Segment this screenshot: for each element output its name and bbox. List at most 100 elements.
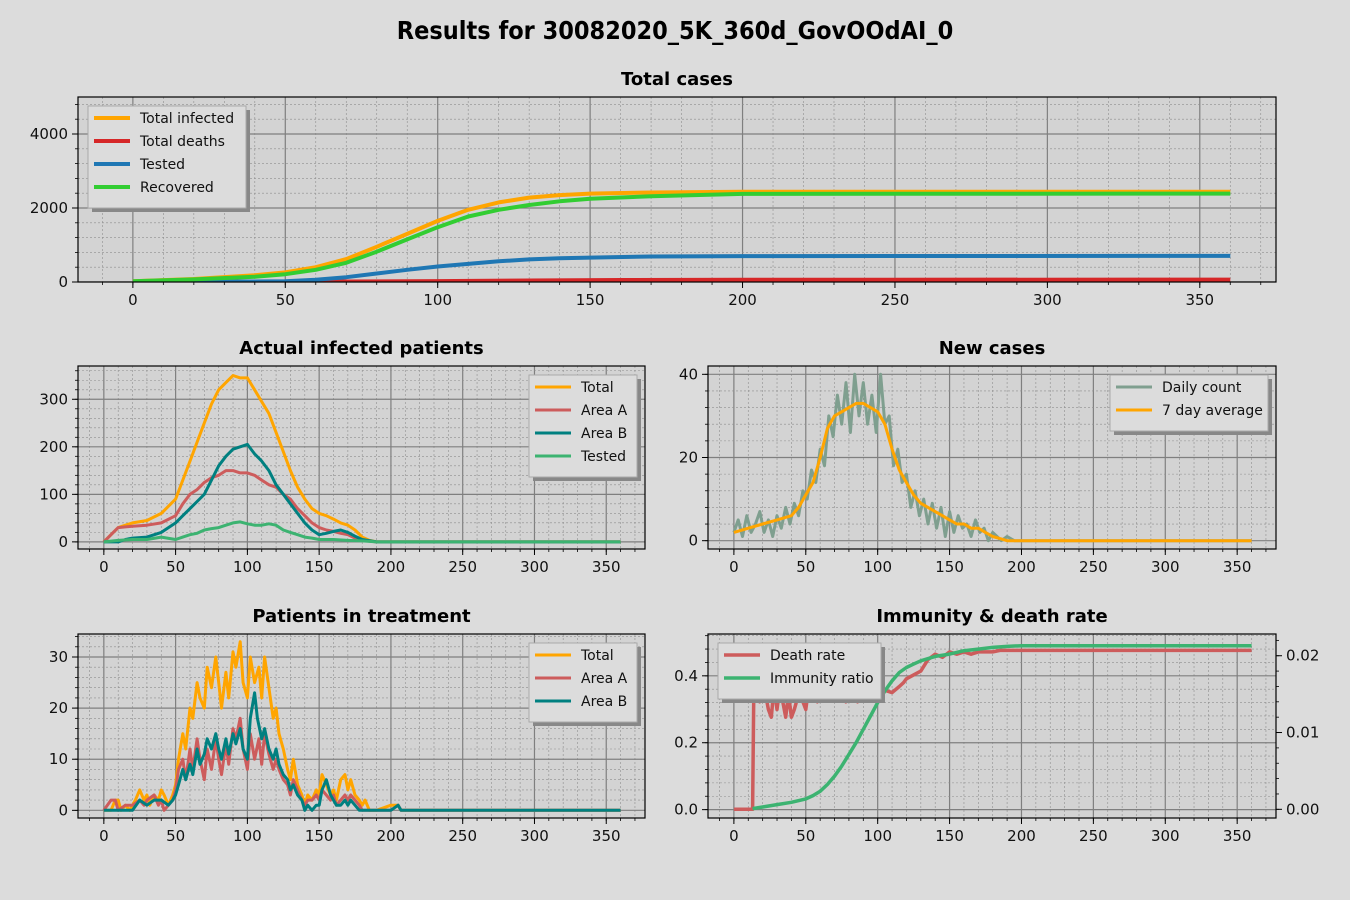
series-line-total xyxy=(102,374,621,544)
axes-frame xyxy=(77,96,1277,283)
legend-label: Total xyxy=(580,380,614,396)
x-tick-label: 100 xyxy=(863,827,892,845)
y-tick-label: 0.4 xyxy=(674,667,698,685)
y-tick-label: 100 xyxy=(39,485,68,503)
x-tick-label: 250 xyxy=(1079,558,1108,576)
chart-new_cases: 0 50 100 150 200 250 300 350 0 20 40 New cases Daily… xyxy=(679,338,1277,576)
x-tick-label: 50 xyxy=(276,291,295,309)
x-tick-label: 250 xyxy=(448,558,477,576)
legend: Total infected Total deaths Tested Recovere… xyxy=(87,105,250,212)
y2-tick-label: 0.02 xyxy=(1286,647,1319,665)
series-line-tested xyxy=(103,520,621,544)
x-tick-label: 150 xyxy=(935,558,964,576)
x-tick-label: 0 xyxy=(128,291,138,309)
x-tick-label: 0 xyxy=(99,558,109,576)
y-tick-label: 30 xyxy=(49,648,68,666)
legend-label: Tested xyxy=(139,157,185,173)
axes-title: New cases xyxy=(939,338,1046,359)
x-tick-label: 250 xyxy=(881,291,910,309)
series-line-recovered xyxy=(132,191,1231,282)
legend-label: Area B xyxy=(581,426,627,442)
chart-immunity_death_rate: 0 50 100 150 200 250 300 350 0.0 0.2 0.4 0.00 0.01 0.… xyxy=(674,606,1319,845)
series-group xyxy=(102,374,621,544)
x-tick-label: 350 xyxy=(592,827,621,845)
x-tick-label: 50 xyxy=(796,558,815,576)
y-tick-label: 40 xyxy=(679,365,698,383)
x-tick-label: 100 xyxy=(423,291,452,309)
x-tick-label: 0 xyxy=(99,827,109,845)
x-tick-label: 350 xyxy=(1223,558,1252,576)
x-tick-label: 150 xyxy=(305,827,334,845)
x-tick-label: 0 xyxy=(729,827,739,845)
legend-label: Total deaths xyxy=(139,134,225,150)
axes-title: Actual infected patients xyxy=(239,338,483,359)
axes-frame xyxy=(707,633,1277,819)
x-tick-label: 100 xyxy=(233,558,262,576)
y-tick-label: 0 xyxy=(58,801,68,819)
y-tick-label: 20 xyxy=(679,449,698,467)
series-group xyxy=(732,372,1252,543)
series-line-7-day-average xyxy=(733,401,1252,543)
legend-label: Area A xyxy=(581,403,628,419)
legend: Death rate Immunity ratio xyxy=(717,642,885,703)
legend-label: Daily count xyxy=(1162,380,1242,396)
axes-title: Patients in treatment xyxy=(252,606,471,627)
x-tick-label: 300 xyxy=(1151,827,1180,845)
x-tick-label: 200 xyxy=(728,291,757,309)
series-line-area-b xyxy=(103,691,621,812)
y-tick-label: 0.0 xyxy=(674,801,698,819)
legend-box xyxy=(87,105,247,209)
legend-label: Area A xyxy=(581,671,628,687)
grid xyxy=(708,634,1276,818)
axes-title: Immunity & death rate xyxy=(876,606,1107,627)
x-tick-label: 100 xyxy=(863,558,892,576)
x-tick-label: 50 xyxy=(166,827,185,845)
axes-frame xyxy=(77,633,646,819)
legend-label: Death rate xyxy=(770,648,845,664)
legend-box xyxy=(717,642,882,700)
legend-label: 7 day average xyxy=(1162,403,1263,419)
legend: Total Area A Area B Tested xyxy=(528,374,641,481)
x-tick-label: 150 xyxy=(935,827,964,845)
legend-label: Total xyxy=(580,648,614,664)
chart-total_cases: 0 50 100 150 200 250 300 350 0 2000 4000 Total case… xyxy=(30,69,1277,309)
x-tick-label: 100 xyxy=(233,827,262,845)
legend: Daily count 7 day average xyxy=(1109,374,1272,435)
y2-tick-label: 0.00 xyxy=(1286,800,1319,818)
y-tick-label: 0 xyxy=(58,273,68,291)
x-tick-label: 200 xyxy=(1007,827,1036,845)
legend-label: Tested xyxy=(580,449,626,465)
y-tick-label: 300 xyxy=(39,390,68,408)
y-tick-label: 20 xyxy=(49,699,68,717)
chart-patients_in_treatment: 0 50 100 150 200 250 300 350 0 10 20 30 Patients in … xyxy=(49,606,646,845)
legend-box xyxy=(1109,374,1269,432)
series-line-area-b xyxy=(103,442,621,544)
legend-label: Recovered xyxy=(140,180,214,196)
y-tick-label: 0 xyxy=(58,533,68,551)
y-tick-label: 0.2 xyxy=(674,734,698,752)
x-tick-label: 250 xyxy=(448,827,477,845)
series-line-tested xyxy=(132,253,1231,282)
axes-frame xyxy=(77,365,646,550)
x-tick-label: 0 xyxy=(729,558,739,576)
x-tick-label: 350 xyxy=(1185,291,1214,309)
x-tick-label: 150 xyxy=(576,291,605,309)
chart-actual_infected: 0 50 100 150 200 250 300 350 0 100 200 300 Actual in… xyxy=(39,338,646,576)
y-tick-label: 200 xyxy=(39,438,68,456)
x-tick-label: 250 xyxy=(1079,827,1108,845)
x-tick-label: 300 xyxy=(1151,558,1180,576)
y2-tick-label: 0.01 xyxy=(1286,724,1319,742)
x-tick-label: 300 xyxy=(1033,291,1062,309)
x-tick-label: 50 xyxy=(796,827,815,845)
x-tick-label: 350 xyxy=(592,558,621,576)
y-tick-label: 2000 xyxy=(30,199,68,217)
x-tick-label: 50 xyxy=(166,558,185,576)
x-tick-label: 200 xyxy=(377,558,406,576)
legend-label: Immunity ratio xyxy=(770,671,874,687)
legend-label: Area B xyxy=(581,694,627,710)
legend-box xyxy=(528,374,638,478)
plot-area xyxy=(78,97,1276,282)
y-tick-label: 0 xyxy=(688,532,698,550)
figure-title: Results for 30082020_5K_360d_GovOOdAI_0 xyxy=(397,16,953,45)
